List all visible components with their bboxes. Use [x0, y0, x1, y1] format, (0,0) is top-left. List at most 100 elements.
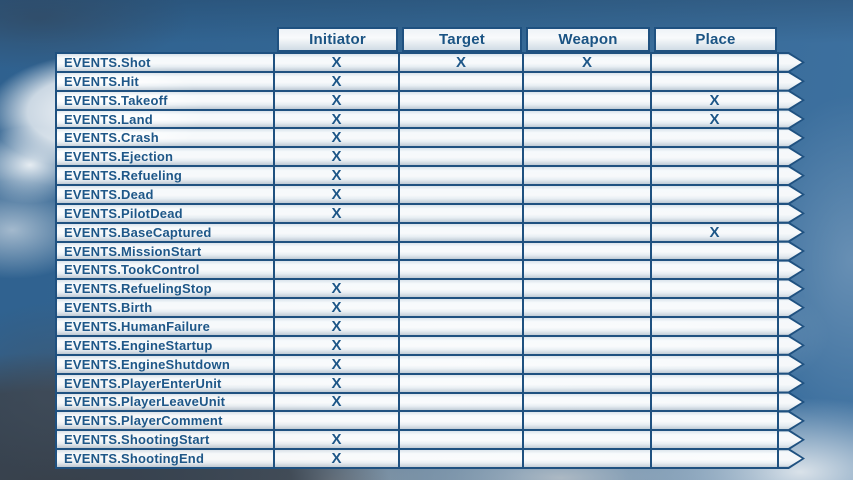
- row-arrow-tip-icon: [779, 278, 805, 299]
- place-mark: [652, 240, 779, 262]
- row-arrow-tip-icon: [779, 297, 805, 318]
- place-mark: [652, 184, 779, 205]
- event-name-label: EVENTS.Dead: [55, 184, 275, 205]
- initiator-mark: X: [275, 278, 400, 300]
- row-arrow-tip-icon: [779, 71, 805, 92]
- place-mark: [652, 316, 779, 337]
- initiator-mark: X: [275, 52, 400, 73]
- weapon-mark: [524, 221, 652, 243]
- table-row: EVENTS.Birth X: [55, 297, 805, 319]
- weapon-mark: [524, 429, 652, 451]
- place-mark: [652, 391, 779, 413]
- row-arrow-tip-icon: [779, 165, 805, 186]
- target-mark: [400, 297, 524, 319]
- row-arrow-tip-icon: [779, 222, 805, 243]
- weapon-mark: [524, 108, 652, 130]
- row-arrow-tip-icon: [779, 52, 805, 73]
- event-name-label: EVENTS.Hit: [55, 70, 275, 92]
- initiator-mark: X: [275, 70, 400, 92]
- target-mark: [400, 372, 524, 394]
- place-mark: [652, 165, 779, 187]
- weapon-mark: [524, 89, 652, 111]
- weapon-mark: [524, 353, 652, 375]
- target-mark: [400, 240, 524, 262]
- place-mark: [652, 278, 779, 300]
- event-name-label: EVENTS.Takeoff: [55, 89, 275, 111]
- event-name-label: EVENTS.ShootingStart: [55, 429, 275, 451]
- place-mark: [652, 146, 779, 168]
- target-mark: [400, 184, 524, 205]
- weapon-mark: [524, 70, 652, 92]
- initiator-mark: X: [275, 372, 400, 394]
- target-mark: [400, 89, 524, 111]
- table-row: EVENTS.Crash X: [55, 127, 805, 149]
- column-header-initiator: Initiator: [277, 27, 398, 52]
- initiator-mark: X: [275, 448, 400, 469]
- event-name-label: EVENTS.RefuelingStop: [55, 278, 275, 300]
- place-mark: [652, 52, 779, 73]
- event-name-label: EVENTS.BaseCaptured: [55, 221, 275, 243]
- place-mark: [652, 372, 779, 394]
- place-mark: [652, 259, 779, 281]
- row-arrow-tip-icon: [779, 184, 805, 205]
- table-row: EVENTS.Dead X: [55, 184, 805, 205]
- table-row: EVENTS.PlayerLeaveUnit X: [55, 391, 805, 413]
- table-row: EVENTS.Refueling X: [55, 165, 805, 187]
- table-row: EVENTS.PlayerComment: [55, 410, 805, 432]
- table-row: EVENTS.Ejection X: [55, 146, 805, 168]
- initiator-mark: X: [275, 184, 400, 205]
- row-arrow-tip-icon: [779, 392, 805, 413]
- place-mark: [652, 334, 779, 356]
- events-parameters-table: Initiator Target Weapon Place EVENTS.Sho…: [55, 27, 805, 469]
- event-name-label: EVENTS.Ejection: [55, 146, 275, 168]
- place-mark: X: [652, 89, 779, 111]
- target-mark: [400, 429, 524, 451]
- weapon-mark: [524, 278, 652, 300]
- target-mark: [400, 334, 524, 356]
- place-mark: [652, 410, 779, 432]
- initiator-mark: [275, 240, 400, 262]
- row-arrow-tip-icon: [779, 109, 805, 130]
- weapon-mark: [524, 165, 652, 187]
- weapon-mark: [524, 410, 652, 432]
- event-name-label: EVENTS.ShootingEnd: [55, 448, 275, 469]
- event-name-label: EVENTS.PilotDead: [55, 202, 275, 224]
- initiator-mark: X: [275, 429, 400, 451]
- weapon-mark: [524, 391, 652, 413]
- row-arrow-tip-icon: [779, 335, 805, 356]
- weapon-mark: X: [524, 52, 652, 73]
- table-row: EVENTS.PlayerEnterUnit X: [55, 372, 805, 394]
- initiator-mark: X: [275, 334, 400, 356]
- target-mark: [400, 70, 524, 92]
- initiator-mark: [275, 221, 400, 243]
- table-row: EVENTS.Shot X X X: [55, 52, 805, 73]
- initiator-mark: X: [275, 165, 400, 187]
- place-mark: [652, 353, 779, 375]
- row-arrow-tip-icon: [779, 146, 805, 167]
- table-row: EVENTS.BaseCaptured X: [55, 221, 805, 243]
- event-name-label: EVENTS.PlayerLeaveUnit: [55, 391, 275, 413]
- target-mark: [400, 316, 524, 337]
- target-mark: [400, 108, 524, 130]
- target-mark: [400, 259, 524, 281]
- row-arrow-tip-icon: [779, 448, 805, 469]
- target-mark: [400, 202, 524, 224]
- event-name-label: EVENTS.Land: [55, 108, 275, 130]
- table-row: EVENTS.EngineShutdown X: [55, 353, 805, 375]
- weapon-mark: [524, 184, 652, 205]
- table-row: EVENTS.RefuelingStop X: [55, 278, 805, 300]
- weapon-mark: [524, 259, 652, 281]
- place-mark: [652, 429, 779, 451]
- row-arrow-tip-icon: [779, 127, 805, 148]
- row-arrow-tip-icon: [779, 241, 805, 262]
- event-name-label: EVENTS.Birth: [55, 297, 275, 319]
- target-mark: [400, 410, 524, 432]
- target-mark: [400, 353, 524, 375]
- table-row: EVENTS.ShootingEnd X: [55, 448, 805, 469]
- event-name-label: EVENTS.EngineShutdown: [55, 353, 275, 375]
- target-mark: [400, 127, 524, 149]
- initiator-mark: [275, 259, 400, 281]
- target-mark: X: [400, 52, 524, 73]
- column-header-weapon: Weapon: [526, 27, 650, 52]
